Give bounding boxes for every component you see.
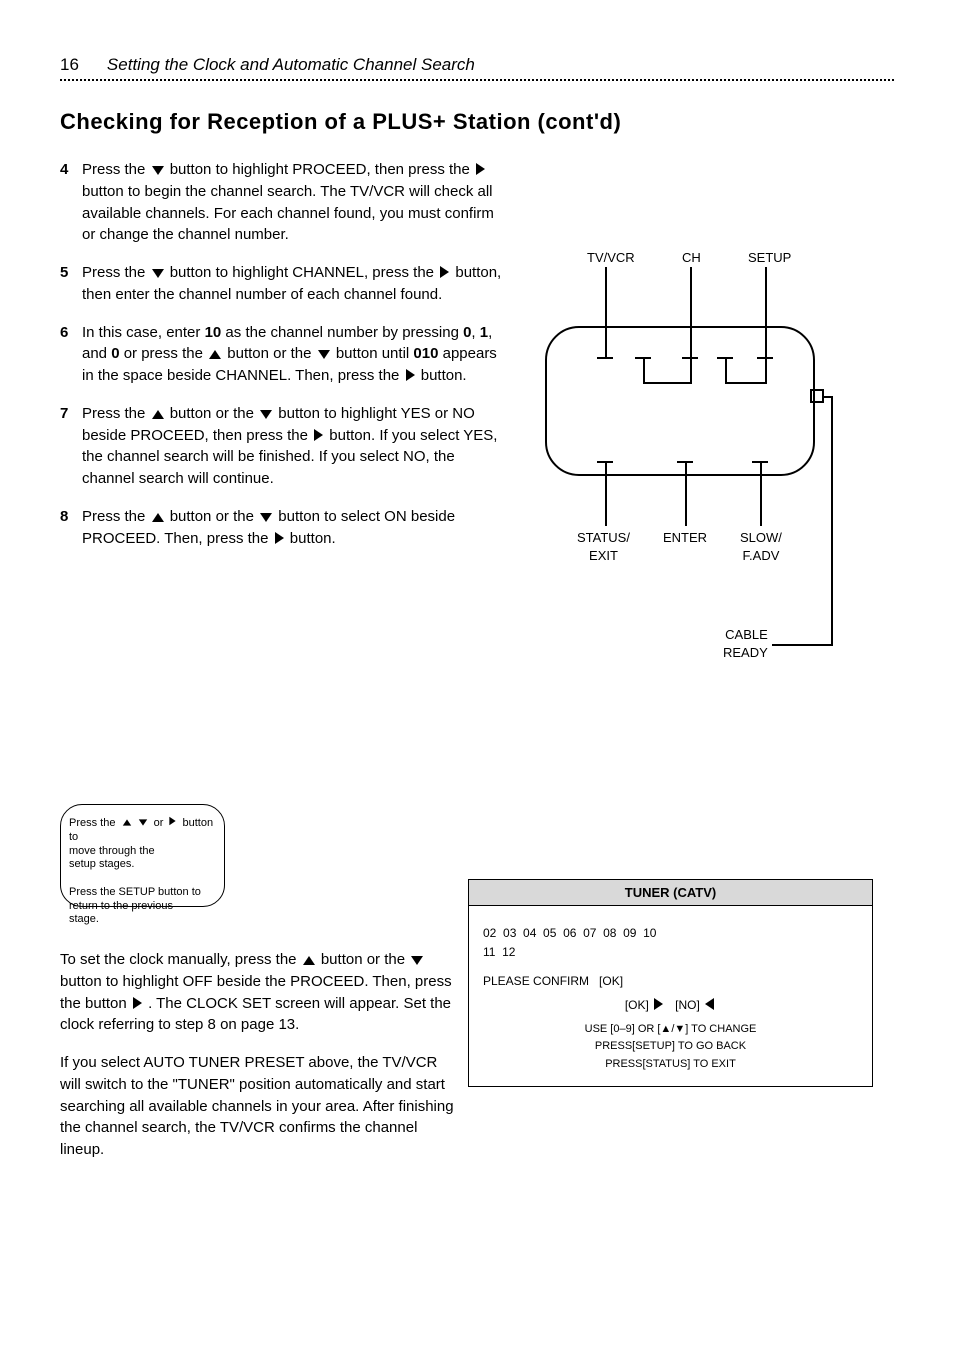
step-text: Press the button to highlight CHANNEL, p… — [82, 262, 502, 306]
step-text: Press the button or the button to select… — [82, 506, 502, 550]
step: 4Press the button to highlight PROCEED, … — [60, 159, 894, 246]
hints-box: Press the or button tomove through these… — [60, 804, 225, 907]
tuner-footer-line: PRESS[STATUS] TO EXIT — [483, 1056, 858, 1074]
diagram-label: STATUS/ EXIT — [577, 529, 630, 564]
hint-line: Press the or button to — [69, 815, 216, 845]
remote-diagram: TV/VCR CH SETUP STATUS/ EXIT — [535, 249, 855, 669]
tuner-footer-line: USE [0–9] OR [▲/▼] TO CHANGE — [483, 1021, 858, 1039]
tuner-legend: [OK] [NO] — [483, 992, 858, 1015]
paragraph: To set the clock manually, press the but… — [60, 949, 460, 1036]
tuner-footer-line: PRESS[SETUP] TO GO BACK — [483, 1038, 858, 1056]
tuner-row: 02 03 04 05 06 07 08 09 10 — [483, 924, 858, 943]
step-number: 7 — [60, 403, 82, 490]
hint-line: setup stages. — [69, 858, 216, 872]
step-number: 4 — [60, 159, 82, 246]
diagram-label: CABLE READY — [723, 626, 768, 661]
diagram-label: TV/VCR — [587, 249, 635, 267]
step-number: 6 — [60, 322, 82, 387]
step-number: 5 — [60, 262, 82, 306]
step-text: Press the button to highlight PROCEED, t… — [82, 159, 502, 246]
diagram-label: SETUP — [748, 249, 791, 267]
section-title: Setting the Clock and Automatic Channel … — [107, 55, 475, 75]
page-number: 16 — [60, 55, 79, 75]
paragraph: If you select AUTO TUNER PRESET above, t… — [60, 1052, 460, 1161]
step-number: 8 — [60, 506, 82, 550]
hint-line: move through the — [69, 845, 216, 859]
page-heading: Checking for Reception of a PLUS+ Statio… — [60, 109, 894, 135]
tuner-row: 11 12 — [483, 943, 858, 962]
step-text: Press the button or the button to highli… — [82, 403, 502, 490]
tuner-footer: USE [0–9] OR [▲/▼] TO CHANGEPRESS[SETUP]… — [483, 1015, 858, 1074]
hint-line: stage. — [69, 913, 216, 927]
tuner-screen: TUNER (CATV) 02 03 04 05 06 07 08 09 101… — [468, 879, 873, 1087]
hint-line: return to the previous — [69, 900, 216, 914]
diagram-label: CH — [682, 249, 701, 267]
step-text: In this case, enter 10 as the channel nu… — [82, 322, 502, 387]
diagram-label: SLOW/ F.ADV — [740, 529, 782, 564]
hint-line — [69, 872, 216, 886]
divider — [60, 79, 894, 81]
hint-line: Press the SETUP button to — [69, 886, 216, 900]
tuner-channels: 02 03 04 05 06 07 08 09 1011 12 — [483, 924, 858, 962]
diagram-label: ENTER — [663, 529, 707, 547]
tuner-title: TUNER (CATV) — [468, 879, 873, 906]
tuner-confirm: PLEASE CONFIRM [OK] — [483, 972, 858, 991]
